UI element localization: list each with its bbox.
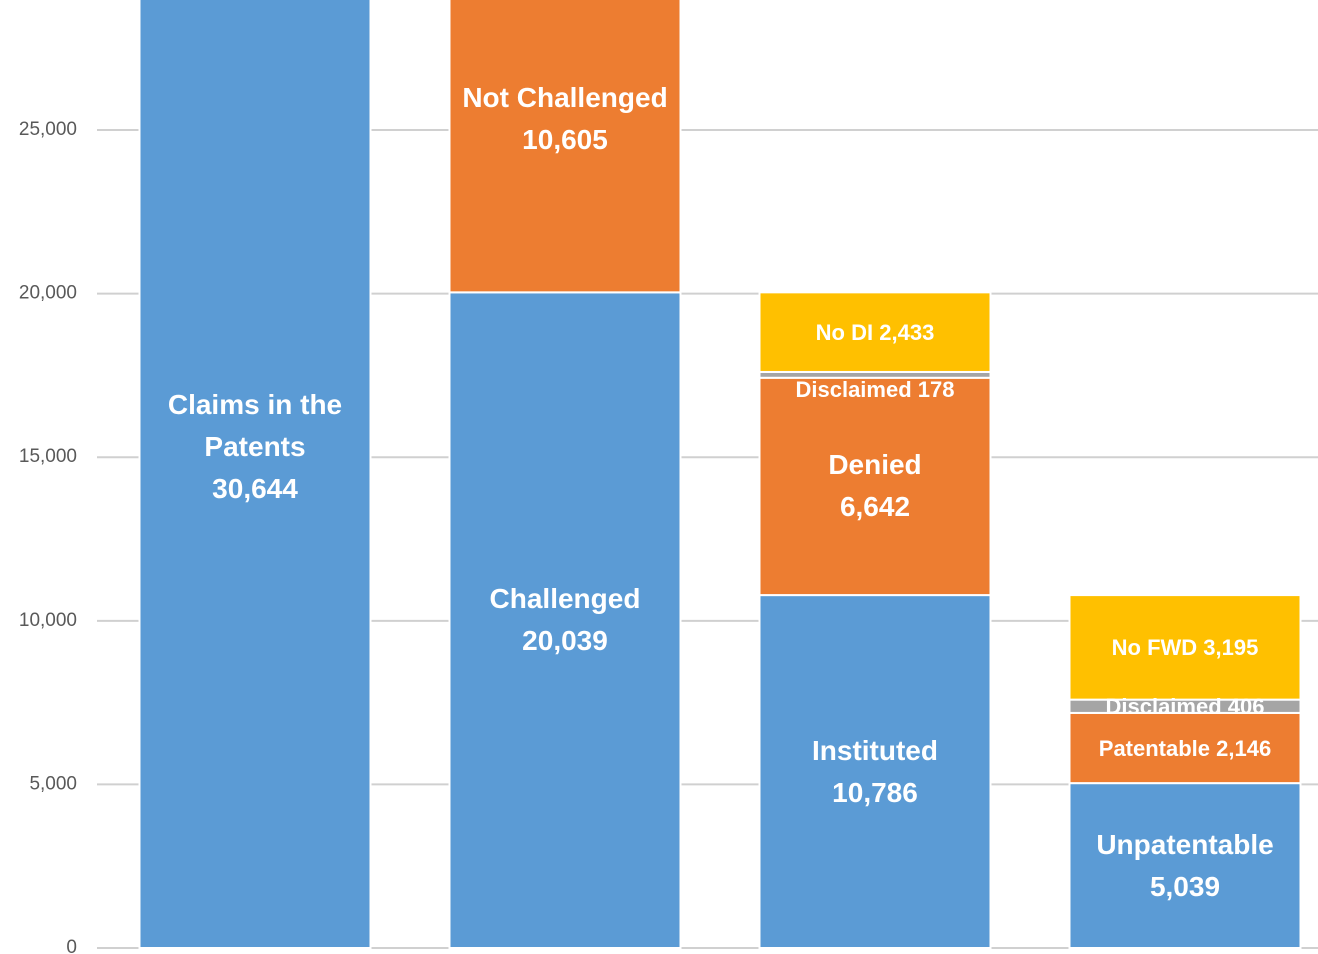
segment-label: No DI 2,433 [770,316,981,349]
segment-value: 10,605 [522,123,608,155]
bar-segment [1068,711,1302,785]
segment-value: 3,195 [1203,634,1259,660]
segment-name: Disclaimed [795,377,912,403]
y-tick-label: 0 [66,937,77,954]
bar-segment [1068,594,1302,701]
segment-name: No DI [815,319,874,345]
bar-segment [448,0,682,294]
segment-label: Disclaimed 406 [1080,690,1291,723]
segment-label: Disclaimed 178 [770,373,981,406]
segment-name: Unpatentable [1096,828,1274,860]
segment-name: Denied [828,449,922,481]
segment-name: Patentable [1098,735,1211,761]
segment-label: Unpatentable 5,039 [1080,824,1291,908]
segment-label: Claims in the Patents 30,644 [150,384,361,510]
y-tick-label: 10,000 [19,610,77,631]
segment-name: Disclaimed [1105,693,1222,719]
bar-segment [138,0,372,949]
segment-value: 20,039 [522,625,608,657]
segment-label: No FWD 3,195 [1080,631,1291,664]
segment-value: 5,039 [1149,870,1221,902]
bar-segment [758,291,992,373]
y-tick-label: 25,000 [19,119,77,140]
y-tick-label: 5,000 [29,773,77,794]
y-tick-label: 20,000 [19,283,77,304]
segment-value: 406 [1227,693,1265,719]
segment-value: 10,786 [832,776,918,808]
segment-label: Not Challenged 10,605 [460,77,671,161]
bar-segment [1068,782,1302,950]
segment-value: 30,644 [212,472,298,504]
segment-value: 6,642 [839,491,911,523]
segment-value: 178 [917,377,955,403]
segment-label: Challenged 20,039 [460,578,671,662]
bar-segment [448,291,682,949]
segment-value: 2,433 [879,319,935,345]
y-tick-label: 15,000 [19,446,77,467]
segment-label: Denied 6,642 [770,444,981,528]
segment-name: No FWD [1111,634,1198,660]
segment-name: Instituted [812,734,938,766]
bar-segment [758,594,992,950]
segment-name: Claims in the Patents [167,388,343,462]
segment-label: Patentable 2,146 [1080,732,1291,765]
segment-name: Challenged [489,583,641,615]
segment-value: 2,146 [1216,735,1272,761]
bar-segment [758,376,992,597]
segment-label: Instituted 10,786 [770,730,981,814]
segment-name: Not Challenged [462,81,668,113]
